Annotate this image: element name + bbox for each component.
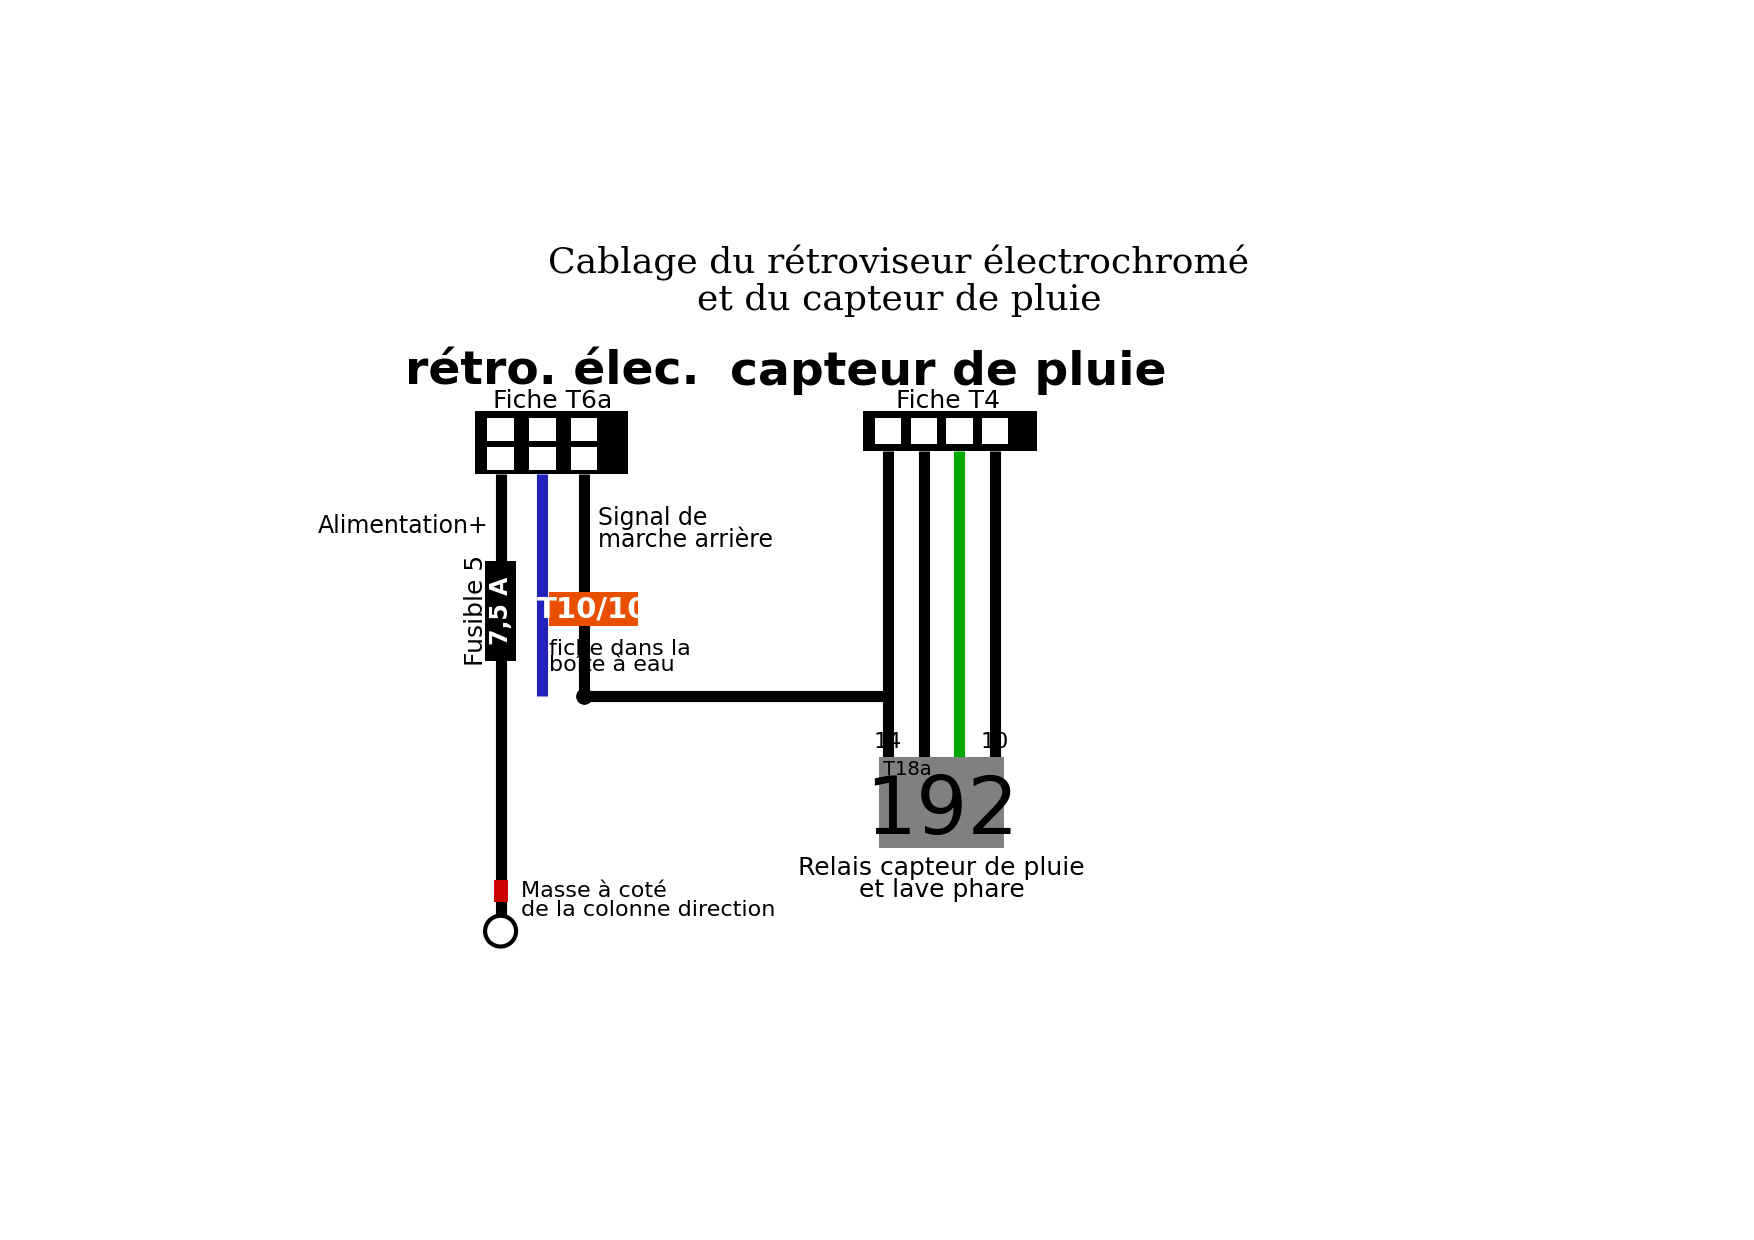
Text: Alimentation+: Alimentation+ — [317, 515, 489, 538]
Text: et lave phare: et lave phare — [859, 878, 1024, 901]
Text: boîte à eau: boîte à eau — [549, 656, 674, 676]
Bar — [572, 418, 598, 440]
Bar — [863, 410, 1037, 450]
Bar — [493, 880, 507, 901]
Text: Fiche T4: Fiche T4 — [896, 389, 1000, 413]
Bar — [530, 446, 556, 470]
Bar — [549, 593, 638, 626]
Text: et du capteur de pluie: et du capteur de pluie — [696, 283, 1102, 316]
Bar — [910, 418, 937, 444]
Bar — [488, 446, 514, 470]
Text: Masse à coté: Masse à coté — [521, 882, 667, 901]
Text: rétro. élec.: rétro. élec. — [405, 350, 700, 394]
Text: 1: 1 — [995, 422, 1007, 440]
Text: 10: 10 — [980, 733, 1009, 753]
Bar — [530, 418, 556, 440]
Bar — [488, 418, 514, 440]
Text: capteur de pluie: capteur de pluie — [730, 350, 1166, 394]
Text: 4: 4 — [488, 420, 500, 438]
Text: T18a: T18a — [884, 760, 931, 779]
Bar — [945, 418, 972, 444]
Text: 14: 14 — [873, 733, 902, 753]
Text: 7,5 A: 7,5 A — [489, 577, 512, 645]
Bar — [875, 418, 902, 444]
Bar — [879, 758, 1005, 848]
Text: Signal de: Signal de — [598, 506, 707, 531]
Text: 6: 6 — [584, 420, 596, 438]
Text: Fusible 5: Fusible 5 — [463, 556, 488, 666]
Text: 192: 192 — [865, 773, 1019, 851]
Text: marche arrière: marche arrière — [598, 528, 774, 552]
Text: Relais capteur de pluie: Relais capteur de pluie — [798, 856, 1086, 880]
Text: Fiche T6a: Fiche T6a — [493, 389, 612, 413]
Text: 4: 4 — [875, 422, 888, 440]
Text: fiche dans la: fiche dans la — [549, 639, 691, 658]
Bar — [982, 418, 1009, 444]
Bar — [486, 560, 516, 661]
Text: 1: 1 — [488, 449, 500, 467]
Text: 3: 3 — [584, 449, 596, 467]
Bar — [572, 446, 598, 470]
Bar — [475, 410, 628, 474]
Text: T10/10: T10/10 — [537, 595, 649, 624]
Text: de la colonne direction: de la colonne direction — [521, 899, 775, 920]
Text: Cablage du rétroviseur électrochromé: Cablage du rétroviseur électrochromé — [549, 244, 1249, 280]
